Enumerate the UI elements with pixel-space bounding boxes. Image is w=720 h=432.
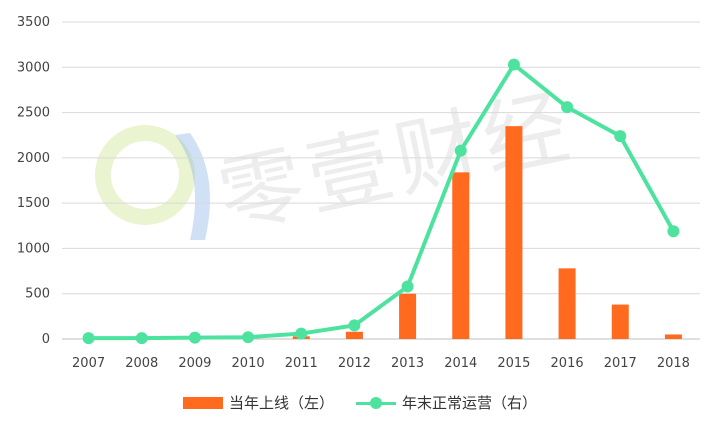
line-point (561, 101, 574, 114)
legend-line-label: 年末正常运营（右） (402, 394, 538, 412)
y-tick-label: 2500 (17, 106, 50, 121)
bar (452, 172, 470, 339)
x-tick-label: 2012 (338, 356, 371, 371)
line-point (667, 225, 680, 238)
combo-chart: 0 500 1000 1500 2000 2500 3000 3500 2007 2008 2009… (17, 15, 700, 371)
x-tick-label: 2008 (125, 356, 158, 371)
x-tick-label: 2017 (604, 356, 637, 371)
bar (399, 293, 417, 339)
series-line (88, 62, 676, 341)
line-point (242, 331, 255, 344)
legend-line-swatch (356, 396, 396, 409)
x-tick-label: 2007 (72, 356, 105, 371)
line-point (401, 280, 414, 293)
y-tick-label: 2000 (17, 151, 50, 166)
bar (664, 334, 682, 339)
x-tick-label: 2010 (232, 356, 265, 371)
bar (345, 331, 363, 339)
line-point (507, 58, 520, 71)
x-tick-label: 2018 (657, 356, 690, 371)
line-point (454, 144, 467, 157)
y-tick-label: 0 (42, 332, 50, 347)
x-tick-label: 2013 (391, 356, 424, 371)
y-tick-label: 3000 (17, 60, 50, 75)
bar (611, 304, 629, 339)
x-tick-label: 2015 (497, 356, 530, 371)
legend: 当年上线（左） 年末正常运营（右） (0, 392, 720, 413)
x-tick-label: 2016 (551, 356, 584, 371)
x-tick-label: 2014 (444, 356, 477, 371)
y-tick-label: 3500 (17, 15, 50, 30)
legend-bar-swatch (182, 396, 223, 409)
y-tick-label: 1500 (17, 196, 50, 211)
y-tick-label: 1000 (17, 241, 50, 256)
line-point (295, 327, 308, 340)
bar (505, 126, 523, 340)
bar (558, 268, 576, 339)
line-point (135, 332, 148, 345)
y-tick-label: 500 (25, 287, 50, 302)
line-point (348, 319, 361, 332)
line-point (188, 331, 201, 344)
legend-item-line: 年末正常运营（右） (356, 392, 537, 413)
line-point (614, 130, 627, 143)
x-tick-label: 2011 (285, 356, 318, 371)
legend-item-bar: 当年上线（左） (182, 392, 334, 413)
legend-bar-label: 当年上线（左） (228, 394, 334, 412)
line-point (82, 332, 95, 345)
x-tick-label: 2009 (178, 356, 211, 371)
